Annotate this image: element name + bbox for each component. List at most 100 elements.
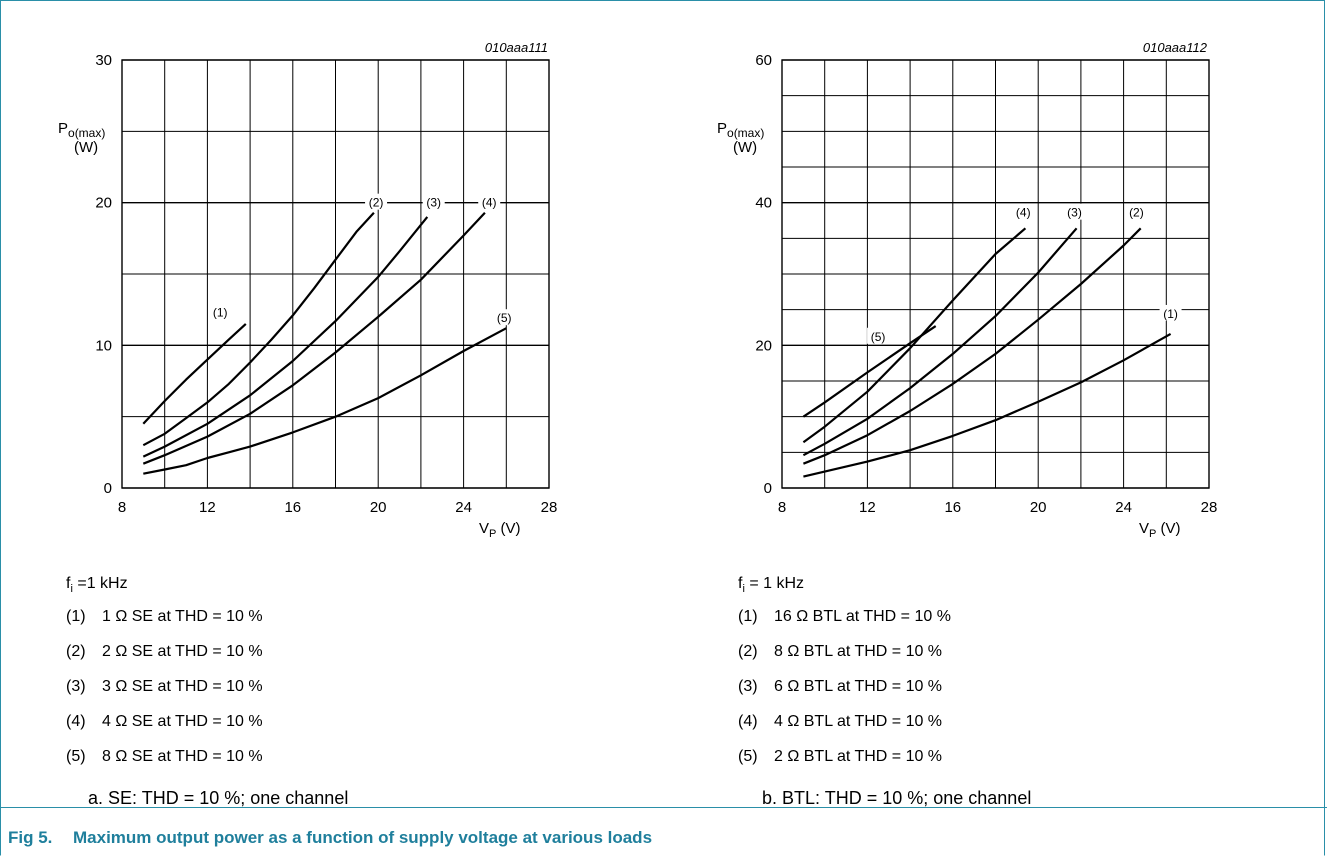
curve-label: (5) [871,330,886,344]
y-tick-label: 0 [764,480,772,497]
x-tick-label: 28 [1201,499,1218,516]
legend-text: 1 Ω SE at THD = 10 % [102,608,263,625]
legend-number: (2) [738,643,758,660]
legend-number: (3) [66,678,86,695]
series-line [802,325,937,418]
series-line [802,227,1142,465]
curve-label: (3) [1067,206,1082,220]
y-tick-label: 40 [755,195,772,212]
y-axis-label-subscript: o(max) [68,126,105,140]
x-tick-label: 16 [944,499,961,516]
x-axis-label: VP (V) [479,520,521,540]
x-axis-unit: (V) [1156,520,1180,537]
y-axis-unit: (W) [733,139,757,156]
curve-label: (4) [482,196,497,210]
series-line [142,211,375,447]
curve-label-bg [1012,203,1035,220]
legend-number: (5) [738,748,758,765]
curve-label: (1) [1163,307,1178,321]
series-line [142,323,247,425]
x-tick-label: 20 [1030,499,1047,516]
plot-border [781,59,1210,489]
curve-label-bg [209,303,232,320]
x-axis-unit: (V) [496,520,520,537]
series-line [142,211,486,465]
x-axis-label-subscript: P [489,528,496,540]
curve-label-bg [1159,304,1182,321]
curve-label-bg [1125,203,1148,220]
curve-label-bg [422,193,445,210]
left-subcaption: a. SE: THD = 10 %; one channel [88,788,349,808]
y-tick-label: 30 [95,52,112,69]
figure-code: 010aaa112 [1143,40,1208,55]
right-fi-subscript: i [742,583,745,596]
left-frequency-note: fi =1 kHz [66,575,128,595]
left-fi-value: =1 kHz [72,575,128,592]
legend-number: (1) [738,608,758,625]
series-line [142,216,429,458]
figure-title: Maximum output power as a function of su… [73,828,653,847]
x-tick-label: 12 [859,499,876,516]
right-fi-value: = 1 kHz [744,575,805,592]
caption-divider [0,807,1327,808]
y-tick-label: 20 [755,337,772,354]
legend-text: 8 Ω BTL at THD = 10 % [774,643,943,660]
figure-number: Fig 5. [8,828,53,847]
curve-label-bg [365,193,388,210]
legend-number: (3) [738,678,758,695]
curve-label: (5) [497,311,512,325]
right-legend: (1) 16 Ω BTL at THD = 10 % (2) 8 Ω BTL at … [738,608,1138,768]
right-fi-symbol: f [738,575,743,592]
series-line [802,227,1078,457]
x-tick-label: 24 [1115,499,1132,516]
x-tick-label: 8 [778,499,786,516]
legend-number: (4) [66,713,86,730]
legend-text: 4 Ω BTL at THD = 10 % [774,713,943,730]
curve-label-bg [493,309,516,326]
legend-text: 16 Ω BTL at THD = 10 % [774,608,951,625]
y-tick-label: 10 [95,337,112,354]
legend-text: 2 Ω SE at THD = 10 % [102,643,263,660]
x-tick-label: 16 [284,499,301,516]
left-legend: (1) 1 Ω SE at THD = 10 % (2) 2 Ω SE at THD… [66,608,466,768]
legend-text: 4 Ω SE at THD = 10 % [102,713,263,730]
curve-label-bg [867,327,890,344]
legend-number: (4) [738,713,758,730]
y-axis-label-subscript: o(max) [727,126,764,140]
y-axis-label: Po(max) [58,120,105,140]
legend-text: 8 Ω SE at THD = 10 % [102,748,263,765]
x-tick-label: 12 [199,499,216,516]
legend-number: (5) [66,748,86,765]
y-tick-label: 60 [755,52,772,69]
x-axis-label: VP (V) [1139,520,1181,540]
x-tick-label: 24 [455,499,472,516]
series-line [143,327,507,475]
x-tick-label: 8 [118,499,126,516]
figure-caption: Fig 5. Maximum output power as a function… [8,828,652,848]
series-line [803,332,1172,478]
curve-label-bg [478,193,501,210]
plot-border [121,59,550,489]
curve-label: (2) [1129,206,1144,220]
y-axis-unit: (W) [74,139,98,156]
x-tick-label: 20 [370,499,387,516]
curve-label-bg [1063,203,1086,220]
left-fi-subscript: i [70,583,73,596]
figure-code: 010aaa111 [485,40,548,55]
y-tick-label: 20 [95,195,112,212]
legend-text: 6 Ω BTL at THD = 10 % [774,678,943,695]
curve-label: (3) [426,196,441,210]
left-fi-symbol: f [66,575,71,592]
curve-label: (2) [369,196,384,210]
legend-text: 3 Ω SE at THD = 10 % [102,678,263,695]
series-line [802,227,1027,444]
legend-text: 2 Ω BTL at THD = 10 % [774,748,943,765]
right-frequency-note: fi = 1 kHz [738,575,804,595]
x-tick-label: 28 [541,499,558,516]
legend-number: (1) [66,608,86,625]
curve-label: (4) [1016,206,1031,220]
curve-label: (1) [213,306,228,320]
x-axis-label-subscript: P [1149,528,1156,540]
